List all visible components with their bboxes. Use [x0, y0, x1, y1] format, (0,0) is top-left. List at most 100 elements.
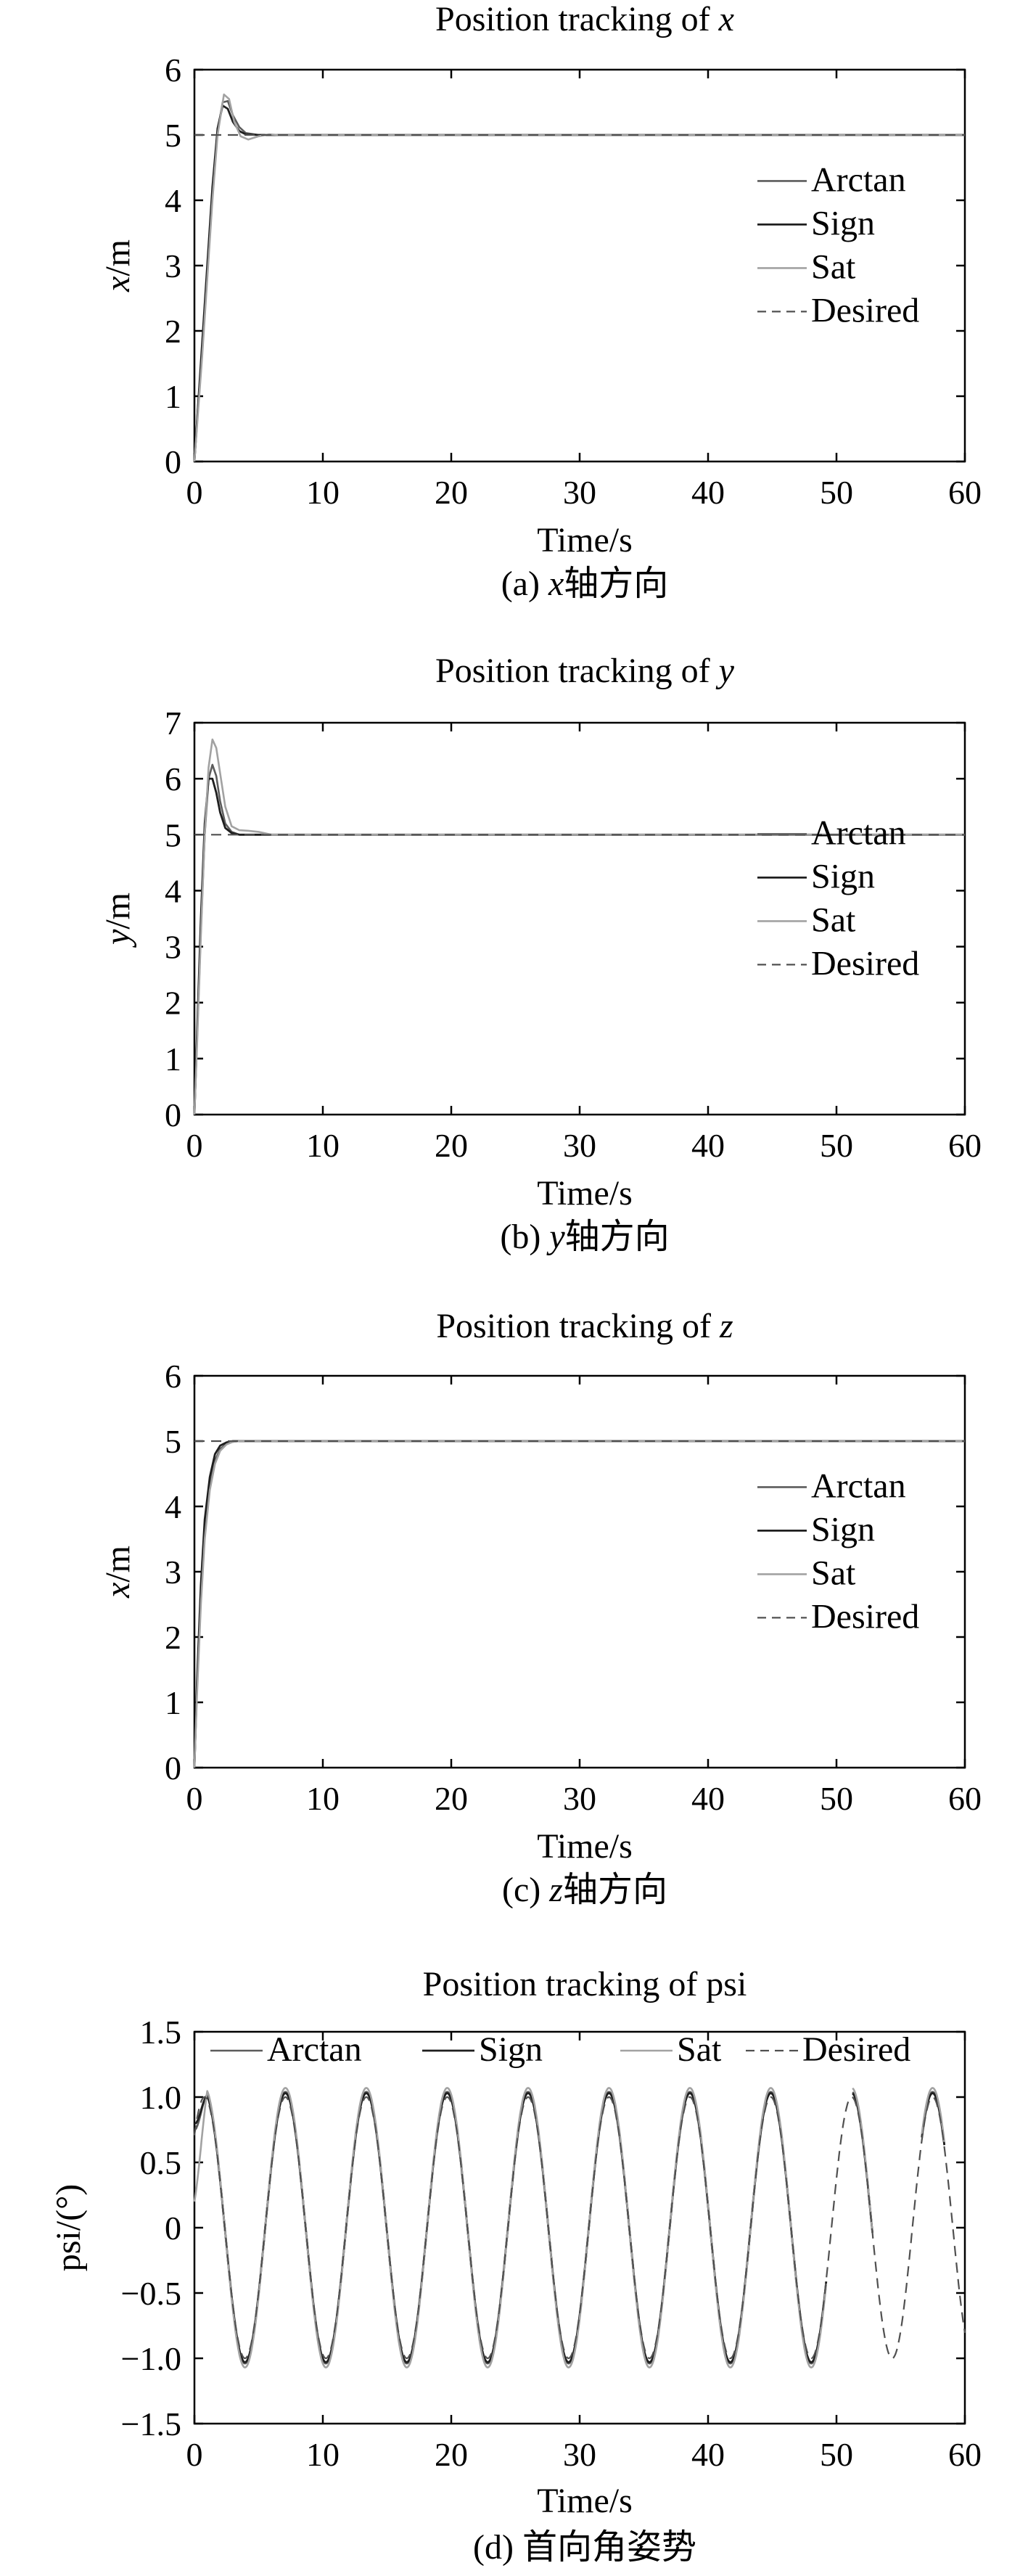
ylabel-c: x/m: [99, 1546, 137, 1599]
x-tick-label-c-3: 30: [563, 1780, 596, 1817]
x-tick-label-d-6: 60: [948, 2436, 982, 2473]
y-tick-label-b-2: 2: [165, 985, 181, 1022]
y-tick-label-a-2: 2: [165, 313, 181, 350]
legend-label-b-arctan: Arctan: [811, 813, 906, 852]
y-tick-label-d-1: −1.0: [121, 2340, 181, 2377]
y-tick-label-c-0: 0: [165, 1750, 181, 1787]
x-tick-label-d-2: 20: [435, 2436, 468, 2473]
y-tick-label-b-3: 3: [165, 929, 181, 966]
y-tick-label-c-4: 4: [165, 1488, 181, 1525]
plot-area-a: 0 10 20 30 40 50 60 0 1 2 3 4 5 6 Arctan Sign Sat Desired: [165, 52, 982, 511]
y-tick-label-d-3: 0: [165, 2210, 181, 2247]
plot-area-c: 0 10 20 30 40 50 60 0 1 2 3 4 5 6 Arctan Sign Sat Desired: [165, 1358, 982, 1817]
x-tick-label-d-3: 30: [563, 2436, 596, 2473]
legend-label-a-desired: Desired: [811, 291, 919, 329]
y-tick-label-b-1: 1: [165, 1041, 181, 1078]
y-tick-label-b-6: 6: [165, 760, 181, 797]
title-b: Position tracking of y: [435, 652, 735, 690]
x-tick-label-b-4: 40: [691, 1127, 725, 1164]
y-tick-label-d-2: −0.5: [121, 2275, 181, 2312]
series-line-d-sat: [193, 2087, 945, 2368]
x-tick-label-b-5: 50: [820, 1127, 853, 1164]
y-tick-label-d-5: 1.0: [140, 2079, 182, 2116]
legend-label-c-desired: Desired: [811, 1597, 919, 1636]
caption-b: (b) y轴方向: [500, 1216, 669, 1257]
series-line-d-sign: [194, 2092, 946, 2363]
y-tick-label-b-0: 0: [165, 1096, 181, 1133]
y-tick-label-a-5: 5: [165, 117, 181, 154]
panel-b: Position tracking of y 0 10 20 30 40 50 60 0 1 2 3…: [99, 652, 982, 1257]
legend-label-d-sat: Sat: [677, 2030, 722, 2069]
ylabel-a: x/m: [99, 239, 137, 292]
x-tick-label-c-1: 10: [306, 1780, 340, 1817]
legend-label-a-sign: Sign: [811, 204, 875, 242]
ylabel-b: y/m: [99, 893, 137, 948]
x-tick-label-c-0: 0: [186, 1780, 203, 1817]
legend-label-c-sign: Sign: [811, 1510, 875, 1549]
x-tick-label-a-1: 10: [306, 474, 340, 511]
caption-c: (c) z轴方向: [502, 1869, 667, 1910]
plot-area-b: 0 10 20 30 40 50 60 0 1 2 3 4 5 6 7 Arctan Sign Sat Desire…: [165, 705, 982, 1164]
panel-c: Position tracking of z 0 10 20 30 40 50 60 0 1 2 3…: [99, 1307, 982, 1910]
x-tick-label-c-6: 60: [948, 1780, 982, 1817]
y-tick-label-d-0: −1.5: [121, 2405, 181, 2442]
x-tick-label-a-2: 20: [435, 474, 468, 511]
series-line-b-sat: [193, 738, 965, 1115]
y-tick-label-c-1: 1: [165, 1684, 181, 1721]
x-tick-label-b-6: 60: [948, 1127, 982, 1164]
x-tick-label-a-4: 40: [691, 474, 725, 511]
legend-label-a-arctan: Arctan: [811, 160, 906, 199]
x-tick-label-d-5: 50: [820, 2436, 853, 2473]
x-tick-label-d-0: 0: [186, 2436, 203, 2473]
series-line-d-arctan: [194, 2091, 945, 2365]
x-tick-label-c-5: 50: [820, 1780, 853, 1817]
legend-label-d-sign: Sign: [479, 2030, 543, 2069]
x-tick-label-b-2: 20: [435, 1127, 468, 1164]
y-tick-label-d-4: 0.5: [140, 2144, 182, 2181]
x-tick-label-a-5: 50: [820, 474, 853, 511]
y-tick-label-c-3: 3: [165, 1554, 181, 1591]
xlabel-d: Time/s: [537, 2482, 633, 2520]
legend-label-b-sat: Sat: [811, 901, 856, 939]
x-tick-label-b-0: 0: [186, 1127, 203, 1164]
xlabel-c: Time/s: [537, 1827, 633, 1866]
title-c: Position tracking of z: [436, 1307, 733, 1345]
legend-label-c-sat: Sat: [811, 1554, 856, 1592]
x-tick-label-a-6: 60: [948, 474, 982, 511]
x-tick-label-b-3: 30: [563, 1127, 596, 1164]
plot-area-d: 0 10 20 30 40 50 60 −1.5 −1.0 −0.5 0 0.5 1.0 1.5 Arcta…: [121, 2014, 982, 2473]
y-tick-label-a-3: 3: [165, 247, 181, 284]
y-tick-label-b-5: 5: [165, 816, 181, 853]
legend-label-d-arctan: Arctan: [267, 2030, 362, 2069]
x-tick-label-c-4: 40: [691, 1780, 725, 1817]
x-tick-label-a-0: 0: [186, 474, 203, 511]
x-tick-label-d-4: 40: [691, 2436, 725, 2473]
panel-d: Position tracking of psi 0 10 20 30 40 50 60 −1…: [49, 1965, 982, 2567]
xlabel-b: Time/s: [537, 1174, 633, 1213]
series-line-d-desired: [193, 2096, 966, 2360]
legend-label-b-sign: Sign: [811, 857, 875, 895]
legend-label-a-sat: Sat: [811, 247, 856, 286]
y-tick-label-c-6: 6: [165, 1358, 181, 1395]
x-tick-label-c-2: 20: [435, 1780, 468, 1817]
y-tick-label-a-0: 0: [165, 443, 181, 480]
y-tick-label-b-7: 7: [165, 705, 181, 742]
y-tick-label-c-2: 2: [165, 1619, 181, 1656]
caption-a: (a) x轴方向: [501, 563, 669, 604]
ylabel-d: psi/(°): [49, 2184, 88, 2272]
y-tick-label-c-5: 5: [165, 1423, 181, 1460]
y-tick-label-d-6: 1.5: [140, 2014, 182, 2051]
y-tick-label-a-6: 6: [165, 52, 181, 89]
y-tick-label-a-4: 4: [165, 182, 181, 219]
x-tick-label-b-1: 10: [306, 1127, 340, 1164]
xlabel-a: Time/s: [537, 521, 633, 559]
legend-label-d-desired: Desired: [802, 2030, 910, 2069]
caption-d: (d) 首向角姿势: [473, 2527, 696, 2567]
panel-a: Position tracking of x 0 10 20 30 40 50 60 0 1 2 3…: [99, 0, 982, 604]
plot-frame-d: [193, 2030, 966, 2425]
title-d: Position tracking of psi: [423, 1965, 747, 2003]
y-tick-label-a-1: 1: [165, 378, 181, 415]
x-tick-label-d-1: 10: [306, 2436, 340, 2473]
x-tick-label-a-3: 30: [563, 474, 596, 511]
